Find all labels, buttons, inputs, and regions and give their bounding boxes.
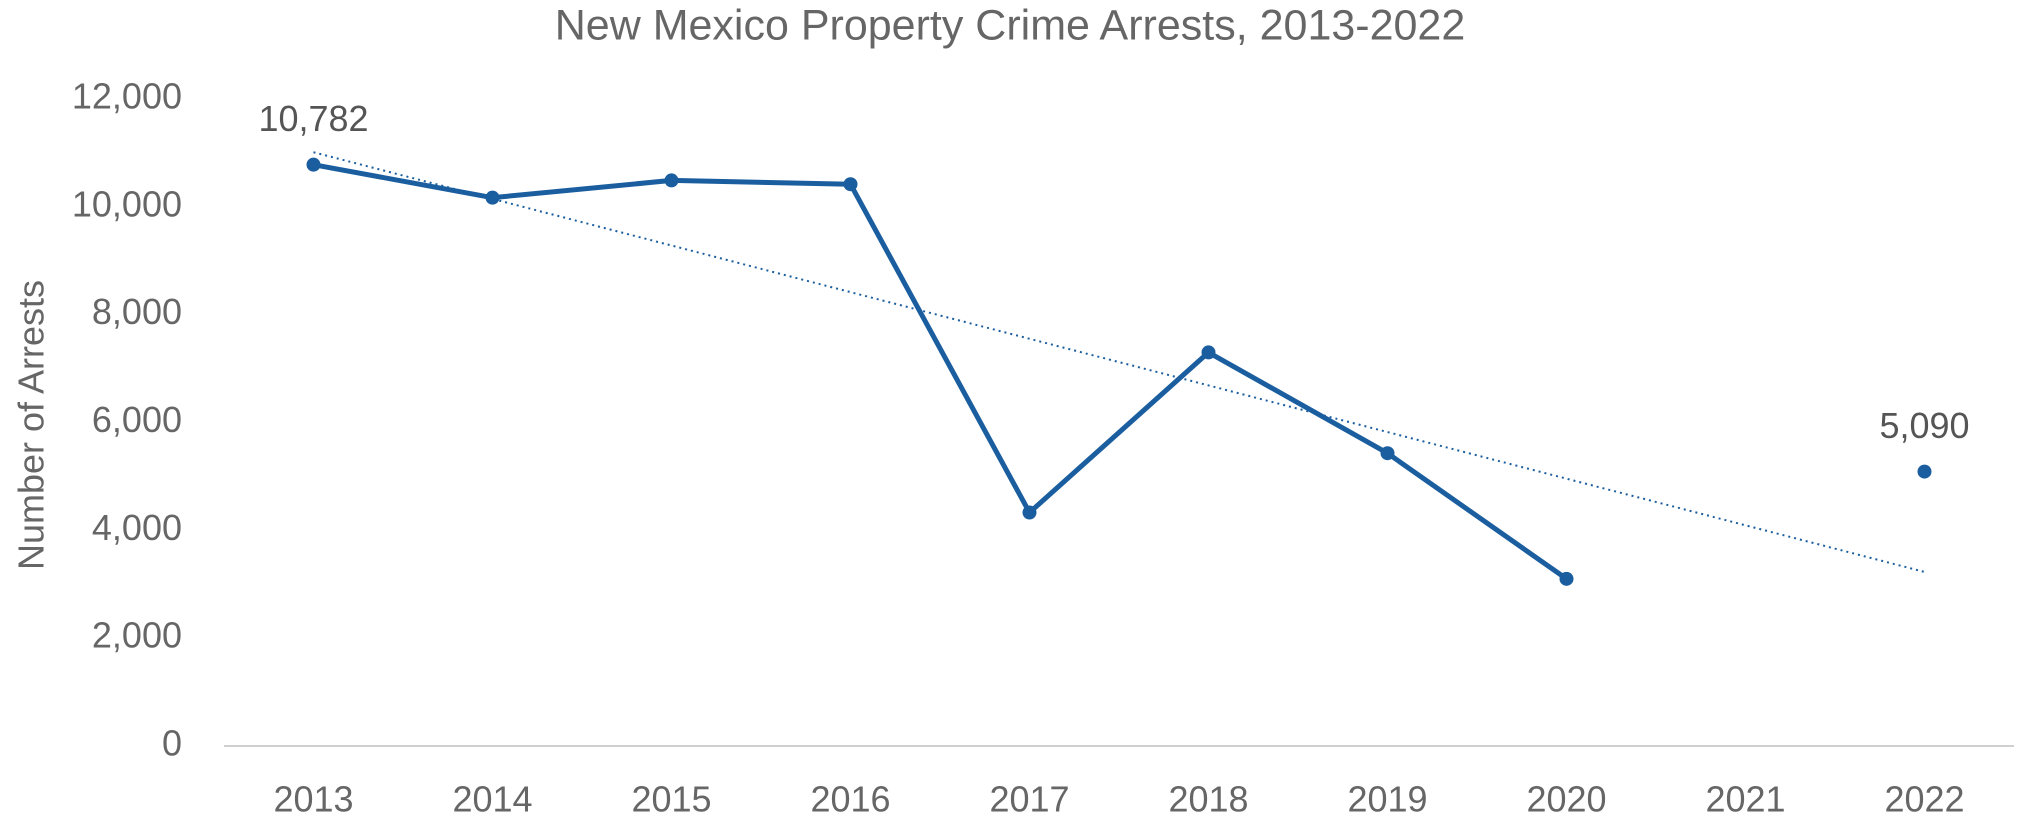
- data-label: 10,782: [258, 98, 368, 139]
- data-point: [843, 177, 858, 192]
- y-tick-label: 2,000: [92, 615, 182, 656]
- line-segment: [313, 162, 1568, 581]
- y-tick-label: 10,000: [72, 183, 182, 224]
- data-point: [306, 157, 321, 172]
- x-tick-label: 2020: [1526, 779, 1606, 820]
- y-axis-title: Number of Arrests: [11, 280, 52, 570]
- y-tick-label: 8,000: [92, 291, 182, 332]
- x-tick-label: 2014: [452, 779, 532, 820]
- chart-title: New Mexico Property Crime Arrests, 2013-…: [555, 1, 1466, 49]
- x-tick-label: 2015: [631, 779, 711, 820]
- data-point: [1380, 446, 1395, 461]
- data-point: [1201, 345, 1216, 360]
- data-point: [1559, 571, 1574, 586]
- x-tick-label: 2019: [1347, 779, 1427, 820]
- y-tick-label: 12,000: [72, 76, 182, 117]
- data-point: [664, 173, 679, 188]
- y-tick-label: 6,000: [92, 399, 182, 440]
- x-tick-label: 2018: [1168, 779, 1248, 820]
- y-tick-label: 4,000: [92, 507, 182, 548]
- data-label: 5,090: [1879, 405, 1969, 446]
- x-tick-label: 2017: [989, 779, 1069, 820]
- x-tick-label: 2022: [1884, 779, 1964, 820]
- data-point: [1917, 464, 1932, 479]
- y-tick-label: 0: [162, 723, 182, 764]
- x-tick-label: 2013: [273, 779, 353, 820]
- x-tick-label: 2021: [1705, 779, 1785, 820]
- data-point: [485, 190, 500, 205]
- data-point: [1022, 505, 1037, 520]
- x-tick-label: 2016: [810, 779, 890, 820]
- trendline: [313, 151, 1925, 573]
